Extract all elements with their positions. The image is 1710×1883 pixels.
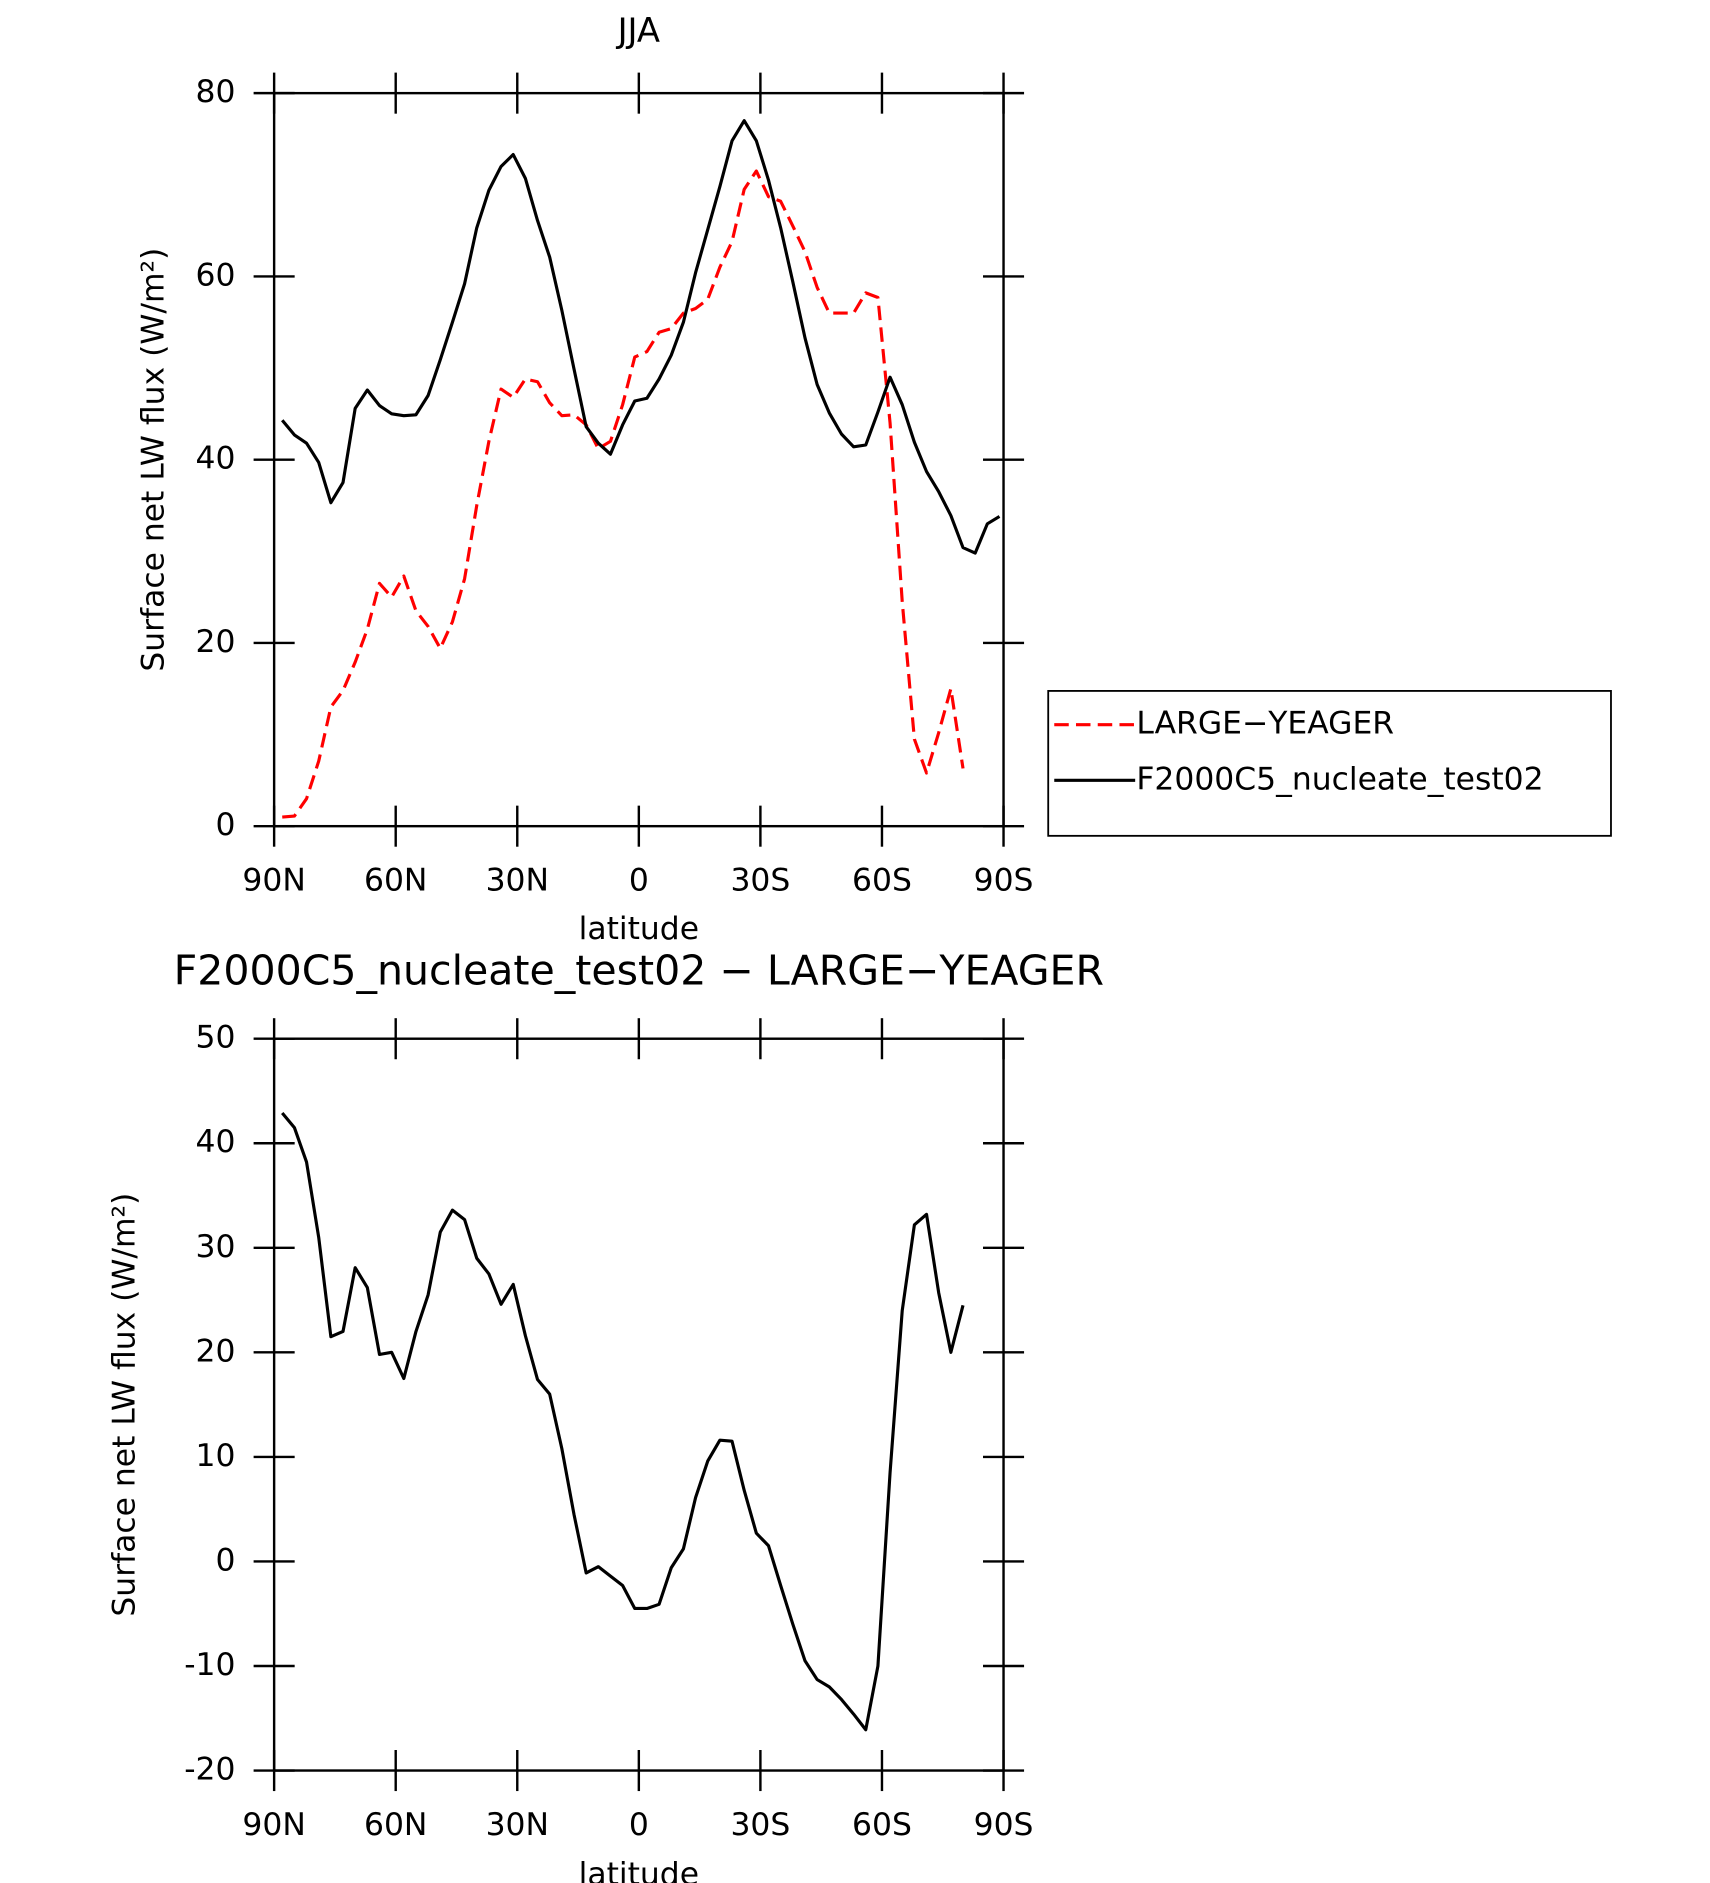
y-tick-label: 30 (196, 1229, 236, 1265)
y-tick-label: -20 (184, 1752, 235, 1788)
x-tick-label: 60N (364, 863, 427, 899)
legend-box (1047, 690, 1612, 837)
x-tick-label: 30N (486, 863, 549, 899)
data-line (281, 1111, 965, 1732)
data-line (281, 119, 1001, 555)
x-tick-label: 30N (486, 1807, 549, 1843)
x-axis-label: latitude (579, 1857, 699, 1883)
x-tick-label: 30S (730, 863, 790, 899)
x-tick-label: 60S (852, 1807, 912, 1843)
x-axis-label: latitude (579, 911, 699, 947)
x-tick-label: 90S (974, 1807, 1034, 1843)
chart-title: F2000C5_nucleate_test02 − LARGE−YEAGER (174, 947, 1104, 995)
y-tick-label: -10 (184, 1647, 235, 1683)
x-tick-label: 90N (242, 863, 305, 899)
data-line (282, 169, 965, 819)
y-axis-label: Surface net LW flux (W/m²) (107, 1193, 143, 1617)
x-tick-label: 90S (974, 863, 1034, 899)
legend-label: LARGE−YEAGER (1136, 706, 1394, 742)
y-tick-label: 20 (196, 624, 236, 660)
y-tick-label: 60 (196, 257, 236, 293)
legend-label: F2000C5_nucleate_test02 (1136, 761, 1543, 797)
y-tick-label: 0 (216, 807, 236, 843)
x-tick-label: 30S (730, 1807, 790, 1843)
y-tick-label: 80 (196, 74, 236, 110)
chart-title: JJA (616, 11, 660, 50)
y-axis-label: Surface net LW flux (W/m²) (136, 248, 172, 672)
y-tick-label: 20 (196, 1333, 236, 1369)
y-tick-label: 40 (196, 1124, 236, 1160)
x-tick-label: 60N (364, 1807, 427, 1843)
x-tick-label: 0 (629, 1807, 649, 1843)
y-tick-label: 10 (196, 1438, 236, 1474)
x-tick-label: 0 (629, 863, 649, 899)
x-tick-label: 60S (852, 863, 912, 899)
y-tick-label: 50 (196, 1020, 236, 1056)
y-tick-label: 0 (216, 1542, 236, 1578)
y-tick-label: 40 (196, 441, 236, 477)
x-tick-label: 90N (242, 1807, 305, 1843)
